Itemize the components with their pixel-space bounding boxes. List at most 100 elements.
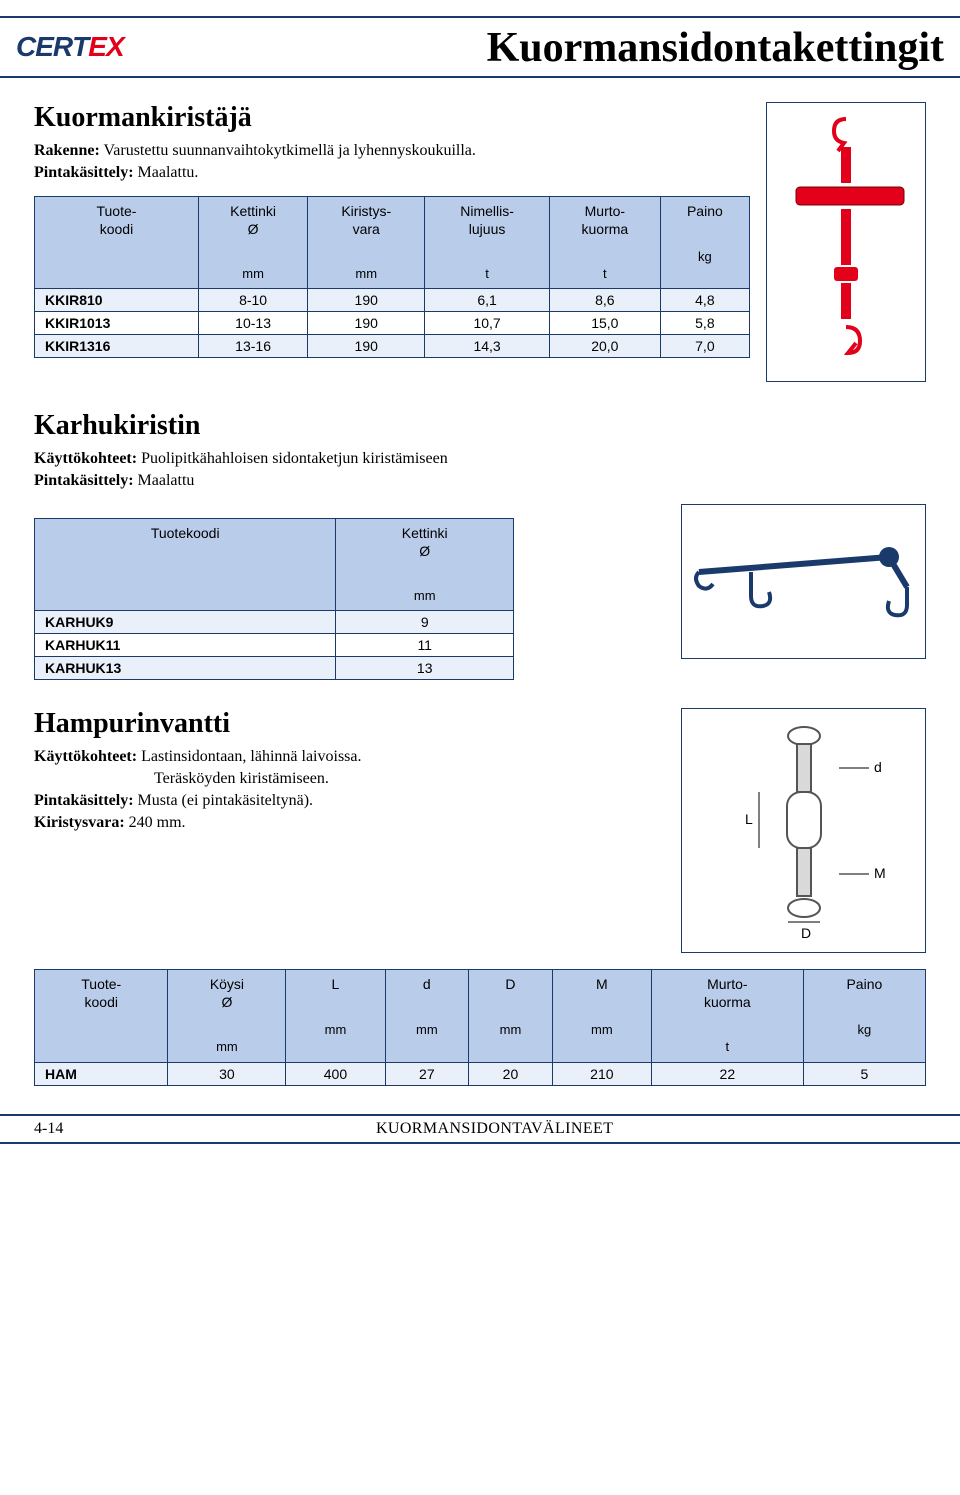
table-cell: 400 (286, 1062, 385, 1085)
table-cell: HAM (35, 1062, 168, 1085)
table-cell: 13 (336, 657, 514, 680)
table-cell: KARHUK9 (35, 611, 336, 634)
logo-text: C E R T E X (16, 31, 124, 63)
logo-letter: R (53, 31, 72, 63)
dim-label-D: D (801, 925, 811, 941)
table-row: KKIR8108-101906,18,64,8 (35, 289, 750, 312)
product-image-leverbinder (681, 504, 926, 659)
logo-letter: C (16, 31, 35, 63)
turnbuckle-diagram-icon: d L M D (689, 716, 919, 946)
page-title: Kuormansidontakettingit (144, 24, 944, 76)
desc-line: Rakenne: Varustettu suunnanvaihtokytkime… (34, 142, 750, 160)
desc-label: Pintakäsittely: (34, 164, 134, 181)
desc-text: Varustettu suunnanvaihtokytkimellä ja ly… (100, 142, 476, 159)
logo-letter: T (72, 31, 88, 63)
product-image-loadbinder (766, 102, 926, 382)
column-header: Tuotekoodi (35, 519, 336, 611)
dim-label-d: d (874, 759, 882, 775)
table-row: KARHUK99 (35, 611, 514, 634)
desc-label: Pintakäsittely: (34, 472, 134, 489)
table-row: KARHUK1313 (35, 657, 514, 680)
column-header: Murto-kuormat (549, 197, 660, 289)
column-header: dmm (385, 970, 469, 1062)
table-row: KARHUK1111 (35, 634, 514, 657)
table-cell: 20,0 (549, 335, 660, 358)
table-cell: 10,7 (425, 312, 550, 335)
desc-label: Käyttökohteet: (34, 450, 137, 467)
table-cell: KARHUK11 (35, 634, 336, 657)
footer-section-name: KUORMANSIDONTAVÄLINEET (63, 1120, 926, 1138)
column-header: Dmm (469, 970, 553, 1062)
table-cell: 13-16 (198, 335, 307, 358)
page-header: C E R T E X Kuormansidontakettingit (0, 16, 960, 78)
column-header: Tuote-koodi (35, 197, 199, 289)
column-header: Painokg (803, 970, 925, 1062)
logo-letter: E (35, 31, 53, 63)
table-cell: 190 (308, 289, 425, 312)
dim-label-L: L (745, 811, 753, 827)
table-hampurinvantti: Tuote-koodiKöysiØmmLmmdmmDmmMmmMurto-kuo… (34, 969, 926, 1085)
leverbinder-icon (689, 532, 919, 632)
table-row: KKIR101310-1319010,715,05,8 (35, 312, 750, 335)
desc-text: 240 mm. (125, 814, 186, 831)
section-hampurinvantti: Hampurinvantti Käyttökohteet: Lastinsido… (0, 708, 960, 1085)
column-header: Painokg (660, 197, 749, 289)
table-cell: 10-13 (198, 312, 307, 335)
desc-text: Maalattu (134, 472, 195, 489)
dim-label-M: M (874, 865, 886, 881)
table-cell: 190 (308, 312, 425, 335)
table-cell: 8,6 (549, 289, 660, 312)
table-cell: 8-10 (198, 289, 307, 312)
section-karhukiristin: Karhukiristin Käyttökohteet: Puolipitkäh… (0, 410, 960, 680)
table-cell: KARHUK13 (35, 657, 336, 680)
section-kuormankiristaja: Kuormankiristäjä Rakenne: Varustettu suu… (0, 102, 960, 382)
desc-label: Pintakäsittely: (34, 792, 134, 809)
table-cell: 190 (308, 335, 425, 358)
table-row: HAM304002720210225 (35, 1062, 926, 1085)
desc-text: Teräsköyden kiristämiseen. (154, 770, 329, 787)
column-header: Kiristys-varamm (308, 197, 425, 289)
table-cell: KKIR810 (35, 289, 199, 312)
desc-text: Maalattu. (134, 164, 199, 181)
table-cell: 30 (168, 1062, 286, 1085)
column-header: KöysiØmm (168, 970, 286, 1062)
section-title: Hampurinvantti (34, 708, 665, 740)
table-cell: 15,0 (549, 312, 660, 335)
table-kuormankiristaja: Tuote-koodiKettinkiØmmKiristys-varammNim… (34, 196, 750, 358)
desc-line: Käyttökohteet: Lastinsidontaan, lähinnä … (34, 748, 665, 766)
table-row: KKIR131613-1619014,320,07,0 (35, 335, 750, 358)
desc-label: Käyttökohteet: (34, 748, 137, 765)
table-cell: KKIR1316 (35, 335, 199, 358)
table-cell: 22 (651, 1062, 803, 1085)
desc-line: Pintakäsittely: Maalattu (34, 472, 926, 490)
table-cell: 9 (336, 611, 514, 634)
table-cell: 4,8 (660, 289, 749, 312)
section-title: Karhukiristin (34, 410, 926, 442)
table-cell: 11 (336, 634, 514, 657)
column-header: Mmm (552, 970, 651, 1062)
column-header: Lmm (286, 970, 385, 1062)
product-image-turnbuckle: d L M D (681, 708, 926, 953)
table-cell: 20 (469, 1062, 553, 1085)
column-header: KettinkiØmm (198, 197, 307, 289)
desc-label: Rakenne: (34, 142, 100, 159)
section-title: Kuormankiristäjä (34, 102, 750, 134)
table-cell: 5 (803, 1062, 925, 1085)
table-cell: KKIR1013 (35, 312, 199, 335)
column-header: KettinkiØmm (336, 519, 514, 611)
table-cell: 27 (385, 1062, 469, 1085)
logo-letter: E (88, 31, 106, 63)
table-karhukiristin: TuotekoodiKettinkiØmmKARHUK99KARHUK1111K… (34, 518, 514, 680)
desc-line: Kiristysvara: 240 mm. (34, 814, 665, 832)
table-cell: 14,3 (425, 335, 550, 358)
desc-text: Puolipitkähahloisen sidontaketjun kirist… (137, 450, 448, 467)
logo: C E R T E X (16, 31, 124, 63)
desc-line: Pintakäsittely: Musta (ei pintakäsitelty… (34, 792, 665, 810)
logo-letter: X (106, 31, 124, 63)
column-header: Murto-kuormat (651, 970, 803, 1062)
loadbinder-icon (786, 117, 906, 367)
column-header: Tuote-koodi (35, 970, 168, 1062)
desc-line: Teräsköyden kiristämiseen. (34, 770, 665, 788)
page-footer: 4-14 KUORMANSIDONTAVÄLINEET (0, 1114, 960, 1144)
page-number: 4-14 (34, 1120, 63, 1138)
